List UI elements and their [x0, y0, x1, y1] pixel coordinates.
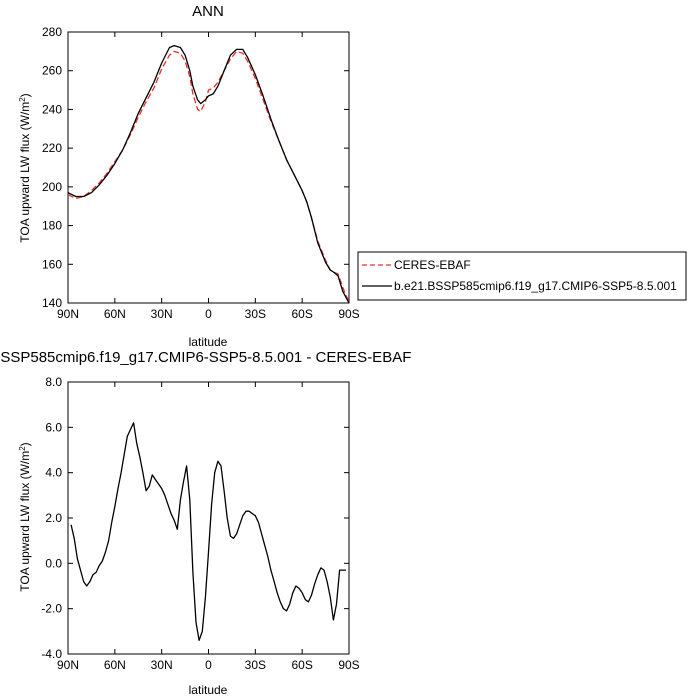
top-y-tick-label: 280	[42, 25, 62, 39]
top-chart-title: ANN	[192, 3, 224, 20]
top-y-tick-label: 220	[42, 141, 62, 155]
bottom-y-tick-label: 6.0	[45, 420, 62, 434]
legend-label-ceres: CERES-EBAF	[394, 258, 471, 272]
top-y-tick-label: 180	[42, 219, 62, 233]
bottom-x-tick-label: 90N	[57, 658, 79, 672]
bottom-y-tick-label: 4.0	[45, 466, 62, 480]
top-panel: ANN 90N 60N 30N 0 30S 60S 90S 140 160 180 200 220 24…	[18, 3, 360, 349]
bottom-plot-area: 90N 60N 30N 0 30S 60S 90S -4.0 -2.0 0.0 2.0 4.0 6.0 8…	[41, 375, 359, 672]
bottom-y-tick-label: -2.0	[41, 602, 62, 616]
bottom-y-tick-label: 8.0	[45, 375, 62, 389]
legend: CERES-EBAF b.e21.BSSP585cmip6.f19_g17.CM…	[357, 251, 687, 301]
bottom-panel: b.e21.BSSP585cmip6.f19_g17.CMIP6-SSP5-8.…	[0, 349, 411, 697]
top-series-line-1	[67, 44, 350, 304]
bottom-x-tick-label: 30S	[245, 658, 266, 672]
legend-box	[357, 251, 687, 301]
bottom-plot-frame	[67, 381, 350, 655]
bottom-x-axis-label: latitude	[189, 683, 228, 697]
top-series-line-0	[67, 50, 350, 302]
top-x-tick-label: 0	[205, 307, 212, 321]
bottom-x-tick-label: 30N	[151, 658, 173, 672]
bottom-x-tick-label: 60S	[291, 658, 312, 672]
top-y-axis-label: TOA upward LW flux (W/m2)	[18, 93, 32, 242]
bottom-chart-title: b.e21.BSSP585cmip6.f19_g17.CMIP6-SSP5-8.…	[0, 349, 411, 366]
bottom-y-axis-label: TOA upward LW flux (W/m2)	[18, 442, 32, 591]
top-x-tick-label: 60N	[104, 307, 126, 321]
legend-label-model: b.e21.BSSP585cmip6.f19_g17.CMIP6-SSP5-8.…	[394, 279, 677, 293]
top-x-tick-label: 90S	[338, 307, 359, 321]
bottom-x-tick-label: 0	[205, 658, 212, 672]
bottom-x-tick-label: 90S	[338, 658, 359, 672]
top-x-tick-label: 90N	[57, 307, 79, 321]
top-y-tick-label: 240	[42, 102, 62, 116]
bottom-y-tick-label: 2.0	[45, 511, 62, 525]
bottom-series-line-0	[70, 422, 346, 642]
top-y-tick-label: 140	[42, 296, 62, 310]
top-x-tick-label: 30N	[151, 307, 173, 321]
top-x-tick-label: 60S	[291, 307, 312, 321]
bottom-y-tick-label: -4.0	[41, 647, 62, 661]
top-x-axis-label: latitude	[189, 335, 228, 349]
bottom-x-tick-label: 60N	[104, 658, 126, 672]
top-y-tick-label: 160	[42, 257, 62, 271]
top-y-tick-label: 260	[42, 64, 62, 78]
bottom-y-tick-label: 0.0	[45, 556, 62, 570]
top-y-tick-label: 200	[42, 180, 62, 194]
top-x-tick-label: 30S	[245, 307, 266, 321]
top-plot-area: 90N 60N 30N 0 30S 60S 90S 140 160 180 200 220 240 260…	[42, 25, 360, 321]
